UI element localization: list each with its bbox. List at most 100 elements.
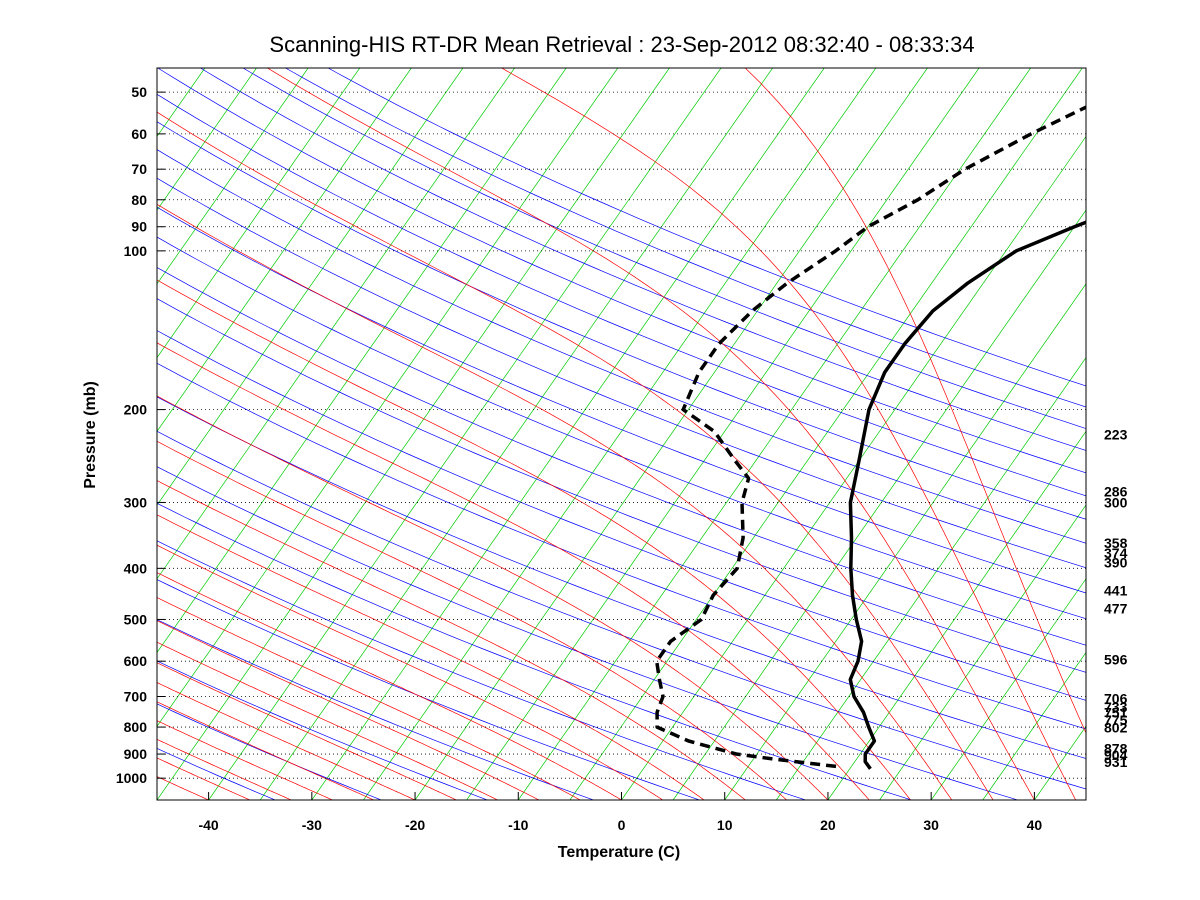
x-tick-label: -40 — [198, 817, 218, 833]
right-side-label: 374 — [1104, 545, 1128, 561]
right-side-label: 733 — [1104, 699, 1128, 715]
y-tick-label: 60 — [131, 126, 147, 142]
isotherm-line — [157, 68, 619, 727]
dry-adiabat-line — [200, 68, 1086, 451]
isotherm-line — [672, 209, 1086, 800]
right-side-label: 751 — [1104, 705, 1128, 721]
dry-adiabat-line — [327, 68, 1086, 387]
dry-adiabat-line — [157, 267, 1086, 646]
chart-title: Scanning-HIS RT-DR Mean Retrieval : 23-S… — [269, 32, 974, 57]
moist-adiabat-line — [157, 514, 705, 800]
moist-adiabat-line — [157, 682, 416, 800]
right-side-label: 775 — [1104, 712, 1128, 728]
moist-adiabat-line — [157, 572, 622, 800]
right-side-label: 358 — [1104, 535, 1128, 551]
y-tick-label: 50 — [131, 84, 147, 100]
dry-adiabat-line — [157, 660, 488, 800]
moist-adiabat-line — [157, 597, 581, 800]
moist-adiabat-line — [500, 68, 1076, 800]
y-tick-label: 500 — [124, 611, 148, 627]
x-axis-ticks: -40 -30 -20 -10 0 10 20 30 40 — [198, 792, 1042, 833]
right-side-label: 223 — [1104, 427, 1128, 443]
right-side-label: 904 — [1104, 747, 1128, 763]
y-tick-label: 100 — [124, 243, 148, 259]
dry-adiabat-line — [157, 93, 1086, 497]
dry-adiabat-line — [157, 236, 1086, 620]
isotherm-line — [517, 68, 1031, 800]
dry-adiabat-line — [157, 177, 1086, 569]
dry-adiabat-line — [157, 540, 806, 800]
isotherm-line — [827, 430, 1086, 800]
y-tick-label: 900 — [124, 746, 148, 762]
right-side-label: 286 — [1104, 484, 1128, 500]
isotherm-line — [1138, 68, 1200, 800]
isotherm-line — [982, 651, 1086, 800]
y-tick-label: 800 — [124, 719, 148, 735]
isotherm-line — [930, 578, 1086, 800]
isotherm-line — [776, 357, 1086, 800]
dry-adiabat-line — [157, 298, 1086, 673]
x-tick-label: -10 — [508, 817, 528, 833]
isotherm-line — [879, 504, 1086, 800]
x-tick-label: 20 — [820, 817, 836, 833]
isotherm-line — [157, 68, 361, 359]
moist-adiabat-line — [744, 68, 1086, 734]
dewpoint-profile-line — [654, 105, 1086, 769]
right-side-label: 878 — [1104, 740, 1128, 756]
dry-adiabat-line — [157, 703, 382, 800]
dry-adiabat-line — [157, 206, 1086, 594]
profile-lines — [654, 105, 1086, 770]
x-tick-label: 40 — [1027, 817, 1043, 833]
pressure-gridlines — [157, 91, 1086, 779]
isotherm-line — [311, 68, 825, 800]
dry-adiabat-line — [157, 430, 1086, 790]
isotherm-line — [0, 68, 50, 800]
x-tick-label: 0 — [618, 817, 626, 833]
isotherm-line — [569, 68, 1083, 800]
y-tick-label: 700 — [124, 688, 148, 704]
y-tick-label: 80 — [131, 192, 147, 208]
isotherm-line — [157, 68, 670, 800]
temperature-profile-line — [848, 220, 1086, 770]
right-side-label: 802 — [1104, 720, 1128, 736]
x-tick-label: -20 — [405, 817, 425, 833]
isotherm-line — [414, 68, 928, 800]
y-tick-label: 300 — [124, 494, 148, 510]
dry-adiabat-line — [157, 619, 594, 800]
moist-adiabat-line — [266, 68, 1035, 800]
moist-adiabat-line — [157, 480, 746, 800]
right-side-label: 596 — [1104, 652, 1128, 668]
right-labels: 2232863003583743904414775967067337517758… — [1104, 427, 1128, 770]
x-tick-label: -30 — [302, 817, 322, 833]
isotherm-line — [208, 68, 722, 800]
isotherm-line — [157, 68, 206, 138]
isotherm-line — [621, 135, 1086, 800]
x-axis-label: Temperature (C) — [558, 844, 680, 861]
dry-adiabat-line — [157, 579, 700, 800]
moist-adiabat-line — [157, 342, 870, 800]
x-tick-label: 30 — [923, 817, 939, 833]
moist-adiabat-line — [157, 720, 333, 800]
isotherm-line — [157, 68, 464, 506]
right-side-label: 706 — [1104, 690, 1128, 706]
right-side-label: 931 — [1104, 754, 1128, 770]
isotherm-line — [157, 68, 257, 211]
isotherm-line — [157, 68, 309, 285]
y-axis-label: Pressure (mb) — [82, 381, 99, 489]
dry-adiabat-line — [157, 330, 1086, 701]
isotherm-line — [157, 68, 515, 580]
moist-adiabat-line — [157, 701, 374, 800]
moist-adiabat-line — [157, 662, 457, 800]
moist-adiabat-line — [157, 776, 209, 800]
x-tick-label: 10 — [717, 817, 733, 833]
moist-adiabat-line — [157, 544, 663, 800]
moist-adiabat-line — [157, 757, 251, 800]
moist-adiabat-line — [157, 738, 292, 800]
right-side-label: 477 — [1104, 601, 1128, 617]
right-side-label: 441 — [1104, 583, 1128, 599]
dry-adiabat-line — [157, 121, 1086, 520]
moist-adiabat-line — [157, 620, 540, 800]
y-axis-ticks: 50 60 70 80 90 100 200 300 400 500 600 700 800 900 100… — [116, 84, 165, 786]
right-side-label: 300 — [1104, 494, 1128, 510]
